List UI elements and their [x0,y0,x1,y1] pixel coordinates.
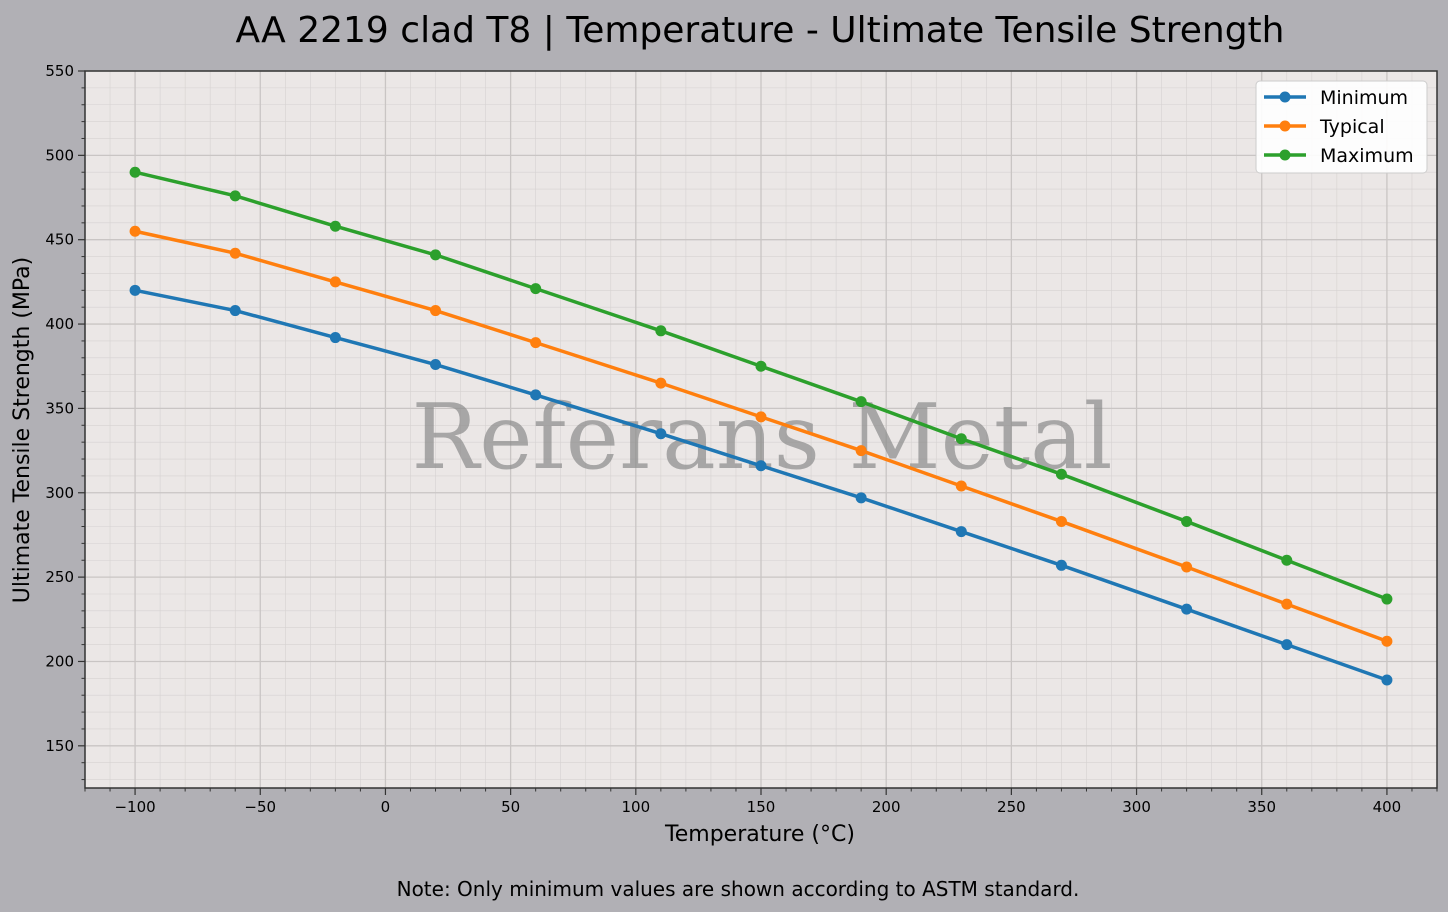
series-typical [129,225,1393,647]
footnote: Note: Only minimum values are shown acco… [397,877,1080,901]
y-tick-label: 150 [45,737,74,755]
x-axis-label: Temperature (°C) [664,822,855,847]
legend-box [1255,80,1428,174]
y-tick-label: 450 [45,231,74,249]
data-point-maximum [1181,515,1193,527]
legend-entry-typical: Typical [1264,116,1385,138]
data-point-maximum [129,166,141,178]
legend-entry-maximum: Maximum [1264,145,1414,167]
legend-label-maximum: Maximum [1320,145,1414,167]
data-point-maximum [430,249,442,261]
chart-title: AA 2219 clad T8 | Temperature - Ultimate… [236,10,1285,51]
data-point-minimum [430,359,442,371]
x-tick-label: 200 [872,798,901,816]
data-point-typical [755,411,767,423]
data-point-maximum [1381,593,1393,605]
data-point-maximum [1055,468,1067,480]
data-point-maximum [655,325,667,337]
legend-marker-typical [1279,120,1291,132]
y-tick-label: 200 [45,652,74,670]
y-tick-label: 300 [45,484,74,502]
y-axis-label: Ultimate Tensile Strength (MPa) [10,257,35,603]
data-point-minimum [229,305,241,317]
watermark-layer: Referans Metal [411,385,1112,490]
data-point-minimum [755,460,767,472]
watermark: Referans Metal [411,385,1112,490]
series-maximum [129,166,1393,605]
data-point-typical [855,445,867,457]
data-point-maximum [855,396,867,408]
legend: Minimum Typical Maximum [1255,80,1428,174]
data-point-typical [1055,515,1067,527]
legend-label-typical: Typical [1319,116,1385,138]
y-tick-label: 400 [45,315,74,333]
x-tick-label: 250 [997,798,1026,816]
y-tick-label: 500 [45,146,74,164]
data-point-typical [1281,598,1293,610]
data-point-maximum [229,190,241,202]
data-point-typical [129,225,141,237]
data-point-minimum [655,428,667,440]
data-point-minimum [329,332,341,344]
y-tick-label: 550 [45,62,74,80]
x-tick-label: 0 [381,798,391,816]
data-point-typical [229,247,241,259]
data-point-maximum [1281,554,1293,566]
data-point-maximum [755,360,767,372]
legend-marker-maximum [1279,149,1291,161]
y-tick-label: 250 [45,568,74,586]
x-axis-ticks: −100 −50 0 50 100 150 200 250 300 350 400 [84,788,1438,816]
data-point-typical [530,337,542,349]
data-point-typical [329,276,341,288]
data-point-typical [1381,635,1393,647]
data-point-minimum [1281,639,1293,651]
data-point-minimum [1181,603,1193,615]
series-layer [129,166,1393,686]
x-tick-label: 350 [1247,798,1276,816]
data-point-minimum [129,284,141,296]
data-point-minimum [530,389,542,401]
data-point-typical [1181,561,1193,573]
data-point-minimum [1381,674,1393,686]
data-point-maximum [955,433,967,445]
data-point-minimum [855,492,867,504]
y-axis-ticks: 150 200 250 300 350 400 450 500 550 [45,62,85,781]
data-point-minimum [955,526,967,538]
data-point-typical [430,305,442,317]
legend-marker-minimum [1279,91,1291,103]
x-tick-label: −50 [244,798,276,816]
x-tick-label: 100 [621,798,650,816]
y-tick-label: 350 [45,399,74,417]
x-tick-label: −100 [114,798,155,816]
x-tick-label: 300 [1122,798,1151,816]
data-point-maximum [329,220,341,232]
data-point-maximum [530,283,542,295]
x-tick-label: 150 [747,798,776,816]
legend-label-minimum: Minimum [1320,87,1408,109]
series-minimum [129,284,1393,686]
data-point-typical [655,377,667,389]
x-tick-label: 400 [1373,798,1402,816]
data-point-typical [955,480,967,492]
x-tick-label: 50 [501,798,520,816]
legend-entry-minimum: Minimum [1264,87,1408,109]
data-point-minimum [1055,559,1067,571]
